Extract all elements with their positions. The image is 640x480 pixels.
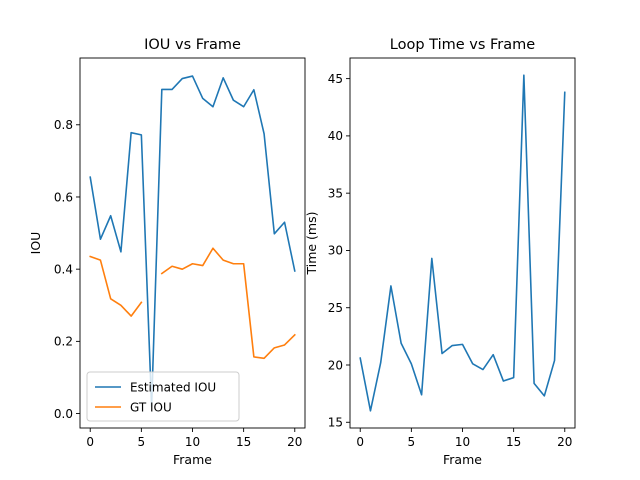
iou-y-tick-label: 0.6 (54, 190, 73, 204)
loop-time-chart: 0 5 10 15 20 15 20 25 30 35 40 45 Loop Time vs Frame… (304, 37, 576, 467)
iou-x-tick-label: 10 (185, 435, 200, 449)
iou-series-line-0 (89, 75, 296, 408)
iou-chart: 0 5 10 15 20 0.0 0.2 0.4 0.6 0.8 IOU vs Frame Frame… (28, 37, 306, 467)
loop-time-y-tick-label: 35 (328, 186, 343, 200)
loop-time-y-tick-label: 40 (328, 129, 343, 143)
iou-legend: Estimated IOU GT IOU (86, 371, 240, 422)
loop-time-y-tick-label: 45 (328, 72, 343, 86)
iou-x-tick-label: 5 (138, 435, 146, 449)
iou-x-tick-label: 0 (86, 435, 94, 449)
iou-y-axis-label: IOU (28, 232, 43, 255)
iou-legend-box (86, 371, 240, 422)
loop-time-series-line-0 (359, 74, 566, 412)
loop-time-x-axis-label: Frame (443, 452, 482, 467)
iou-legend-label-1: GT IOU (130, 400, 172, 414)
loop-time-x-tick-label: 20 (557, 435, 572, 449)
loop-time-y-tick-label: 15 (328, 416, 343, 430)
iou-chart-title: IOU vs Frame (144, 37, 241, 53)
iou-y-tick-label: 0.8 (54, 118, 73, 132)
loop-time-y-tick-label: 30 (328, 244, 343, 258)
loop-time-x-tick-label: 10 (455, 435, 470, 449)
loop-time-y-axis-label: Time (ms) (304, 211, 319, 275)
iou-x-axis-label: Frame (173, 452, 212, 467)
iou-y-tick-label: 0.0 (54, 407, 73, 421)
iou-x-tick-label: 20 (287, 435, 302, 449)
loop-time-chart-title: Loop Time vs Frame (390, 37, 535, 53)
loop-time-y-tick-label: 25 (328, 301, 343, 315)
loop-time-x-tick-label: 15 (506, 435, 521, 449)
iou-series-line-1 (89, 247, 296, 360)
iou-x-tick-label: 15 (236, 435, 251, 449)
loop-time-x-tick-label: 5 (408, 435, 416, 449)
iou-legend-label-0: Estimated IOU (130, 380, 216, 394)
iou-y-tick-label: 0.2 (54, 335, 73, 349)
loop-time-y-tick-label: 20 (328, 358, 343, 372)
iou-y-tick-label: 0.4 (54, 262, 73, 276)
loop-time-x-tick-label: 0 (356, 435, 364, 449)
